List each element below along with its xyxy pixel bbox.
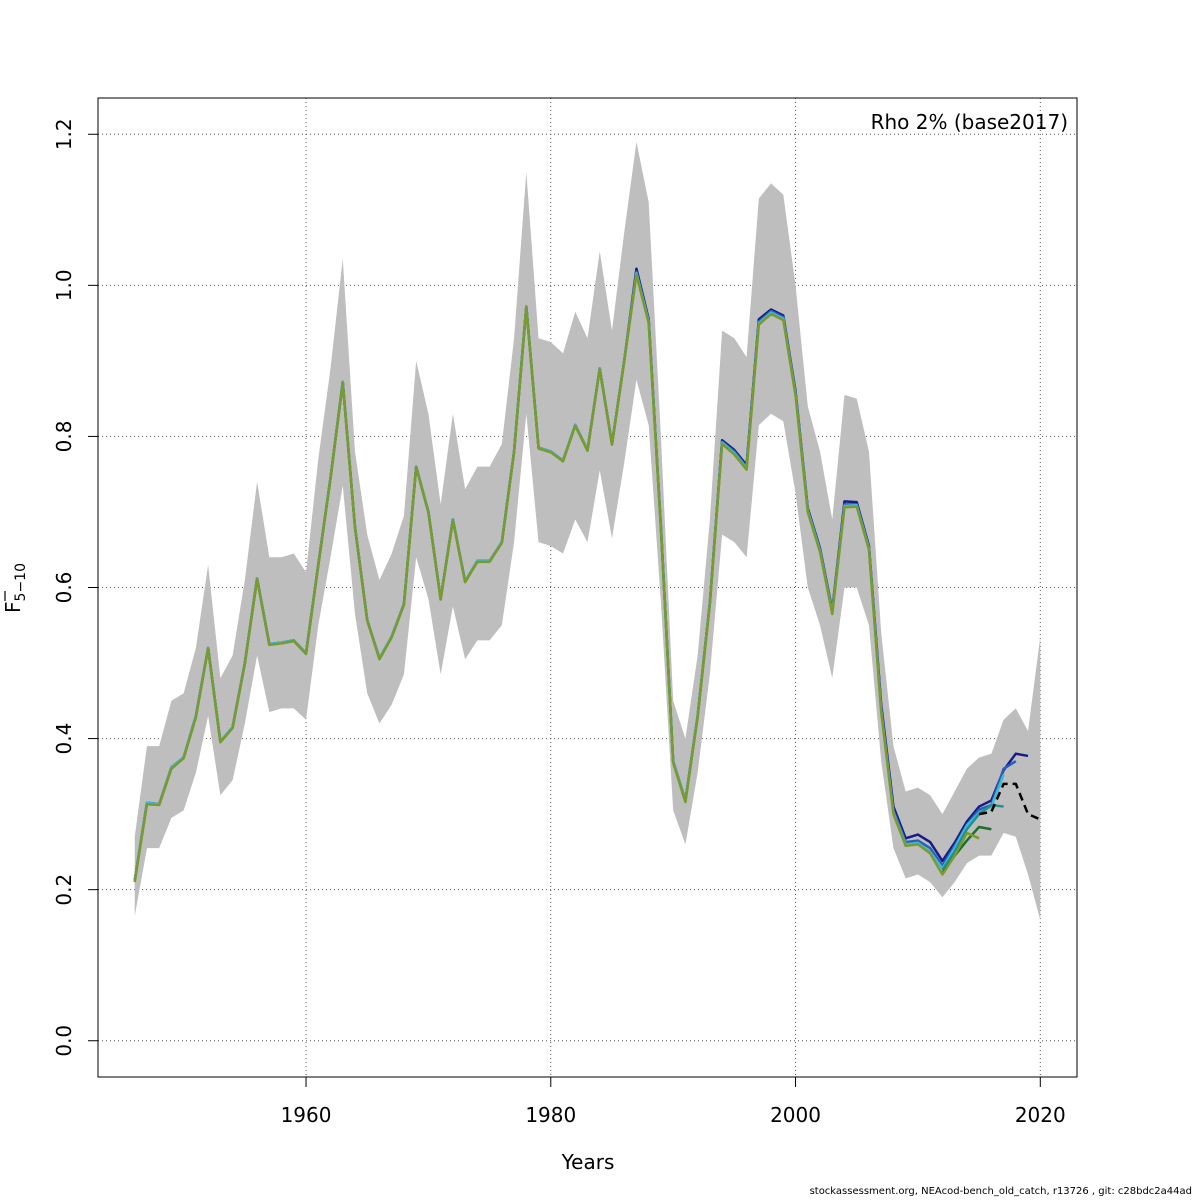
y-tick-label-2: 0.4 bbox=[52, 723, 76, 755]
y-axis: 0.0 0.2 0.4 0.6 0.8 1.0 1.2 bbox=[52, 118, 98, 1057]
y-axis-title: F5−10 bbox=[1, 563, 29, 613]
y-tick-label-0: 0.0 bbox=[52, 1025, 76, 1057]
footer-text: stockassessment.org, NEAcod-bench_old_ca… bbox=[809, 1186, 1192, 1197]
y-tick-label-3: 0.6 bbox=[52, 572, 76, 604]
legend-text: Rho 2% (base2017) bbox=[871, 110, 1068, 134]
confidence-band bbox=[134, 141, 1041, 920]
x-tick-label-3: 2020 bbox=[1015, 1103, 1066, 1127]
y-tick-label-4: 0.8 bbox=[52, 421, 76, 453]
x-axis-title: Years bbox=[561, 1150, 615, 1174]
confidence-band-area bbox=[134, 141, 1041, 920]
x-tick-label-2: 2000 bbox=[770, 1103, 821, 1127]
y-tick-label-6: 1.2 bbox=[52, 118, 76, 150]
y-axis-title-main: F bbox=[1, 601, 25, 613]
x-axis: 1960 1980 2000 2020 bbox=[281, 1077, 1066, 1127]
y-tick-label-1: 0.2 bbox=[52, 874, 76, 906]
svg-text:F5−10: F5−10 bbox=[1, 563, 29, 613]
x-tick-label-1: 1980 bbox=[525, 1103, 576, 1127]
series-line-5 bbox=[133, 273, 980, 883]
y-axis-title-sub: 5−10 bbox=[13, 563, 29, 601]
y-tick-label-5: 1.0 bbox=[52, 269, 76, 301]
x-tick-label-0: 1960 bbox=[281, 1103, 332, 1127]
series-lines bbox=[133, 267, 1041, 883]
